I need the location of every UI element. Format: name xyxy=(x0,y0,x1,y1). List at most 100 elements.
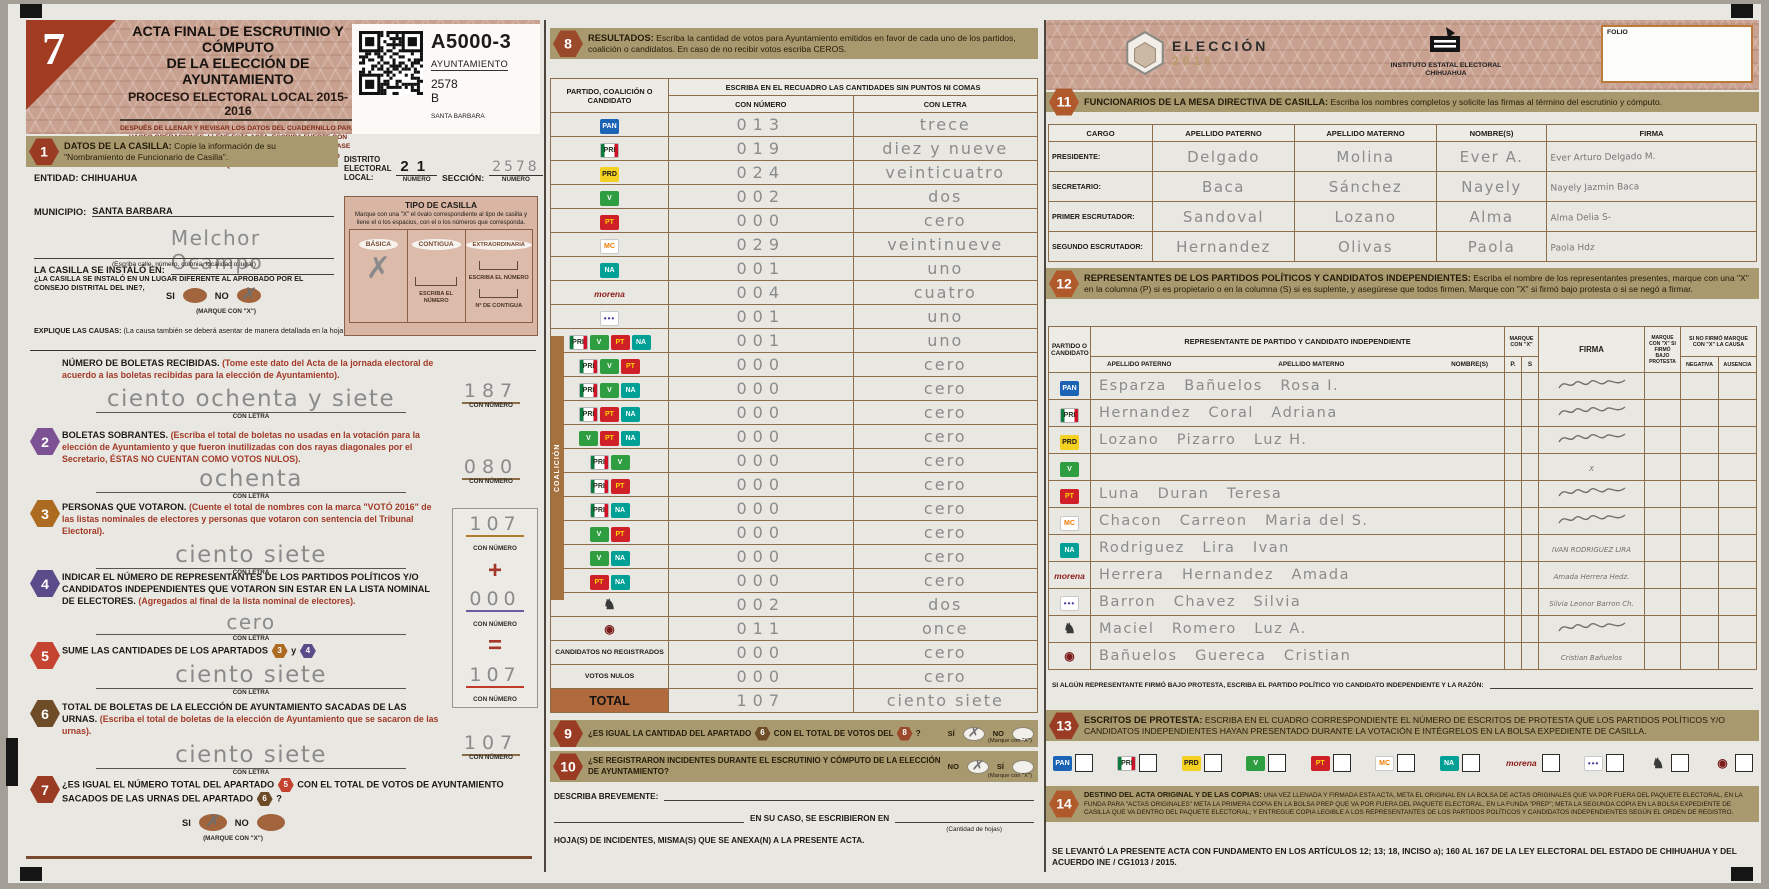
section-5: 5 SUME LAS CANTIDADES DE LOS APARTADOS 3… xyxy=(30,642,440,696)
propietario-header: P. xyxy=(1504,356,1522,373)
movimiento-ciudadano-logo: MC xyxy=(1060,515,1079,531)
ausencia-cell xyxy=(1718,561,1757,589)
votes-number-handwritten: 011 xyxy=(668,616,854,641)
total-letra-handwritten: ciento siete xyxy=(852,688,1038,713)
pri-logo: PRI xyxy=(1060,407,1079,423)
section-2-title: BOLETAS SO​BRANTES. xyxy=(62,430,169,440)
votes-words-handwritten: cero xyxy=(852,496,1038,521)
representante-nombre-handwritten: Hernandez Coral Adriana xyxy=(1090,399,1505,427)
con-letra-caption: CON LETRA xyxy=(232,568,270,576)
ausencia-cell xyxy=(1718,480,1757,508)
representante-row: NA Rodriguez Lira Ivan IVAN RODRIGUEZ LIRA xyxy=(1048,534,1757,562)
ausencia-cell xyxy=(1718,507,1757,535)
describa-row: DESCRIBA BREVEMENTE: xyxy=(554,790,1034,801)
tipo-basica-cell: BÁSICA ✗ xyxy=(350,230,408,323)
numero-caption: NÚMERO xyxy=(402,175,431,183)
doc-title-line1: ACTA FINAL DE ESCRUTINIO Y CÓMPUTO xyxy=(132,24,344,56)
section-1-desc: Copie la información de su "Nombramiento… xyxy=(64,141,276,163)
propietario-cell xyxy=(1504,399,1522,427)
section-13-badge: 13 xyxy=(1049,712,1079,740)
con-numero-caption: CON NÚMERO xyxy=(469,478,513,485)
votes-words-handwritten: diez y nueve xyxy=(852,136,1038,161)
folio-box: FOLIO xyxy=(1601,25,1753,83)
pt-logo: PT xyxy=(610,335,630,350)
apellido-materno-handwritten: Lozano xyxy=(1294,201,1437,232)
tipo-contigua-cell: CONTIGUA ESCRIBA EL NÚMERO xyxy=(408,230,466,323)
entidad-value: CHIHUAHUA xyxy=(81,173,138,183)
pan-logo: PAN xyxy=(1060,380,1079,396)
total-label-cell: TOTAL xyxy=(550,688,669,713)
representante-nombre-handwritten: Herrera Hernandez Amada xyxy=(1090,561,1505,589)
section-10-question: ¿SE REGISTRARON INCIDENTES DURANTE EL ES… xyxy=(588,756,941,776)
funcionario-row: SEGUNDO ESCRUTADOR: Hernandez Olivas Paola P… xyxy=(1048,229,1757,264)
votes-words-handwritten: veintinueve xyxy=(852,232,1038,257)
firma-cell: X xyxy=(1538,453,1645,481)
propietario-cell xyxy=(1504,480,1522,508)
casilla-instalada-row: LA CASILLA SE INSTALÓ EN: Melchor Ocampo xyxy=(34,226,334,275)
eleccion-year: 2016 xyxy=(1172,54,1215,68)
party-cell: ♞ xyxy=(550,592,669,617)
escrito-item: morena xyxy=(1503,754,1560,772)
results-row: V PT NA 000 cero xyxy=(550,424,1038,449)
pencil-x-mark: ✗ xyxy=(970,756,985,775)
no-label: NO xyxy=(947,761,959,771)
entidad-row: ENTIDAD: CHIHUAHUA xyxy=(34,173,137,183)
section-5-badge: 5 xyxy=(30,642,60,669)
equals-sign: = xyxy=(487,632,502,660)
pan-logo: PAN xyxy=(600,119,619,134)
nueva-alianza-logo: NA xyxy=(600,263,619,278)
ausencia-cell xyxy=(1718,453,1757,481)
party-cell: PRI PT NA xyxy=(550,400,669,425)
partido-verde-logo: V xyxy=(600,191,619,206)
firma-texto: X xyxy=(1589,465,1594,473)
cargo-cell: PRESIDENTE: xyxy=(1048,141,1153,172)
partido-verde-logo: V xyxy=(589,335,609,350)
party-cell: PRI V PT xyxy=(550,352,669,377)
representante-row: ◉ Bañuelos Guereca Cristian Cristian Bañue… xyxy=(1048,642,1757,670)
representantes-table: PARTIDO O CANDIDATO REPRESENTANTE DE PAR… xyxy=(1048,326,1757,670)
protesta-cell xyxy=(1644,642,1681,670)
si-oval xyxy=(182,288,207,303)
apellido-paterno-handwritten: Sandoval xyxy=(1152,201,1295,232)
section-1-banner: 1 DATOS DE LA CASILLA: Copie la informac… xyxy=(26,136,338,168)
sobrantes-letra-handwritten: ochenta xyxy=(199,465,303,492)
results-table: PARTIDO, COALICIÓN O CANDIDATO ESCRIBA E… xyxy=(550,78,1038,713)
escrito-checkbox xyxy=(1397,754,1416,772)
sobrantes-numero-handwritten: 080 xyxy=(461,456,521,480)
ausencia-cell xyxy=(1718,399,1757,427)
party-cell: PRI xyxy=(550,136,669,161)
iee-name: INSTITUTO ESTATAL ELECTORAL xyxy=(1390,62,1502,69)
section-7: 7 ¿ES IGUAL EL NÚMERO TOTAL DEL APARTADO… xyxy=(30,776,530,842)
party-cell: V xyxy=(550,184,669,209)
propietario-cell xyxy=(1504,615,1522,643)
protesta-cell xyxy=(1644,507,1681,535)
propietario-cell xyxy=(1504,561,1522,589)
pri-logo: PRI xyxy=(589,479,609,494)
municipio-value: SANTA BARBARA xyxy=(92,206,334,217)
firma-cell: Cristian Bañuelos xyxy=(1538,642,1645,670)
pt-logo: PT xyxy=(600,431,619,446)
no-oval: ✗ xyxy=(966,756,989,775)
section-5-title: SUME LAS CANTIDADES DE LOS APARTADOS xyxy=(62,645,269,656)
con-letra-caption: CON LETRA xyxy=(232,689,270,696)
votes-words-handwritten: dos xyxy=(852,184,1038,209)
no-oval xyxy=(1012,726,1034,741)
votes-words-handwritten: cero xyxy=(852,400,1038,425)
section-12-badge: 12 xyxy=(1049,270,1079,298)
funcionario-row: PRIMER ESCRUTADOR: Sandoval Lozano Alma Alma… xyxy=(1048,199,1757,234)
no-label: NO xyxy=(992,728,1004,738)
section-3: 3 PERSONAS QUE VOTARON. (Cuente el total… xyxy=(30,500,440,576)
section-12-title: REPRESENTANTES DE LOS PARTIDOS POLÍTICOS… xyxy=(1084,273,1471,283)
misma-row: HOJA(S) DE INCIDENTES, MISMA(S) QUE SE A… xyxy=(554,836,1034,845)
section-2: 2 BOLETAS SO​BRANTES. (Escriba el total … xyxy=(30,428,440,500)
votes-words-handwritten: veinticuatro xyxy=(852,160,1038,185)
propietario-cell xyxy=(1504,588,1522,616)
nombres-handwritten: Paola xyxy=(1436,231,1547,262)
suplente-cell xyxy=(1521,642,1539,670)
votes-number-handwritten: 029 xyxy=(668,232,854,257)
ausencia-cell xyxy=(1718,642,1757,670)
votes-number-handwritten: 000 xyxy=(668,448,854,473)
section-14-badge: 14 xyxy=(1049,790,1079,818)
signature-scribble xyxy=(1557,378,1625,388)
firma-cell: Ever Arturo Delgado M. xyxy=(1546,139,1757,174)
